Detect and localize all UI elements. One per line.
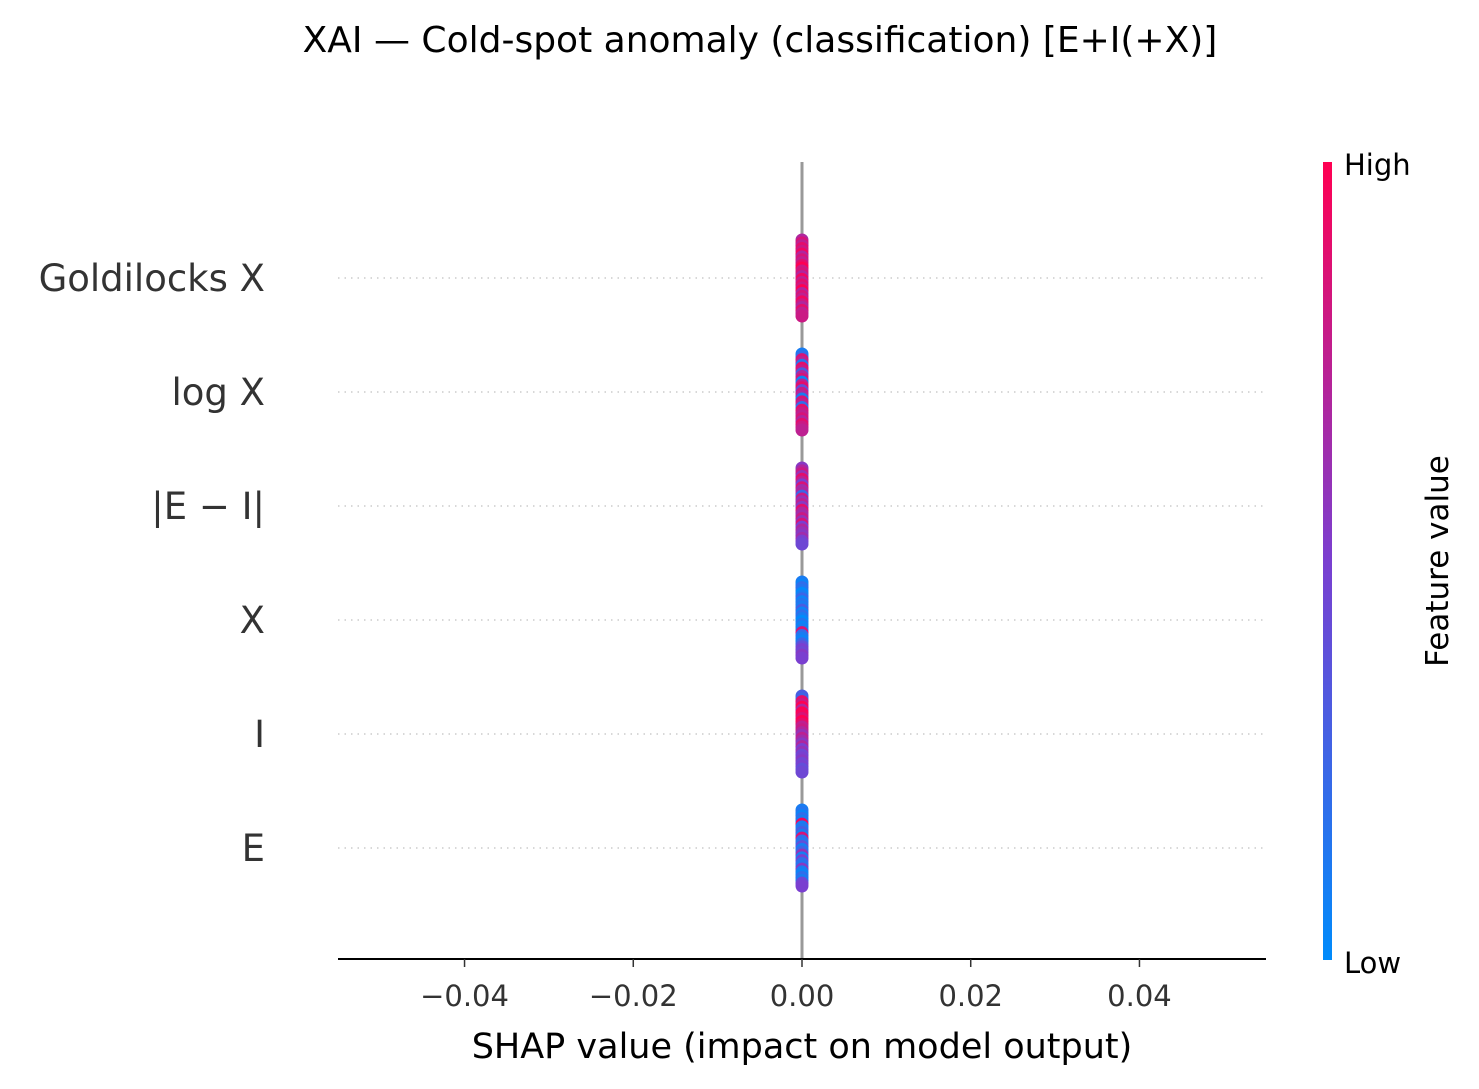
shap-point: [795, 423, 809, 437]
shap-point: [795, 765, 809, 779]
feature-label: log X: [171, 371, 265, 414]
shap-point: [795, 537, 809, 551]
x-tick-label: 0.02: [938, 979, 1003, 1013]
x-tick-label: −0.02: [589, 979, 678, 1013]
x-tick-label: 0.04: [1107, 979, 1172, 1013]
x-tick-label: −0.04: [420, 979, 509, 1013]
colorbar-high-label: High: [1344, 148, 1411, 182]
shap-point: [795, 879, 809, 893]
feature-labels: Goldilocks X log X |E − I| X I E: [39, 257, 265, 870]
shap-point: [795, 309, 809, 323]
colorbar: High Low Feature value: [1323, 148, 1456, 980]
feature-label: I: [254, 713, 265, 756]
colorbar-gradient: [1323, 162, 1332, 960]
data-points: [795, 233, 809, 893]
feature-label: E: [242, 827, 265, 870]
feature-label: X: [240, 599, 265, 642]
feature-label: Goldilocks X: [39, 257, 265, 300]
x-axis-ticks: −0.04 −0.02 0.00 0.02 0.04: [420, 959, 1172, 1013]
shap-point: [795, 651, 809, 665]
x-tick-label: 0.00: [770, 979, 835, 1013]
x-axis-title: SHAP value (impact on model output): [472, 1027, 1133, 1067]
colorbar-title: Feature value: [1420, 455, 1456, 667]
colorbar-low-label: Low: [1344, 946, 1401, 980]
chart-title: XAI — Cold-spot anomaly (classification)…: [303, 20, 1218, 61]
feature-label: |E − I|: [151, 485, 265, 528]
